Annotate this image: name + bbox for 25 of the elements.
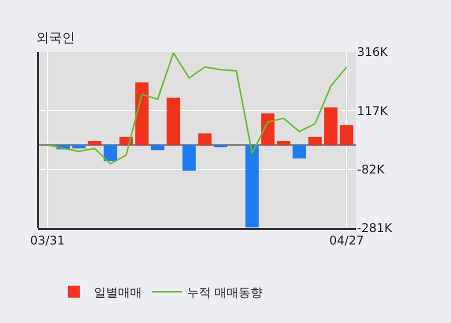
legend-label: 일별매매 [94,285,142,300]
bar [182,145,196,171]
bar [135,82,149,146]
y-tick-label: -82K [357,162,386,177]
legend-label: 누적 매매동향 [186,285,263,300]
chart-title: 외국인 [36,30,76,46]
bar [261,113,275,146]
bar [276,141,290,146]
bar [308,136,322,146]
bar [324,107,338,146]
line-series [46,52,348,164]
bar [166,98,180,146]
y-tick-label: 117K [357,104,389,118]
bar [104,145,118,162]
x-tick-label: 03/31 [30,233,65,248]
bar [88,141,102,146]
bar [72,145,86,148]
bar [198,133,212,146]
bar [245,145,259,228]
x-tick-label: 04/27 [329,233,364,248]
y-tick-label: -281K [357,221,394,236]
bar [292,145,306,158]
y-tick-label: 316K [357,45,389,60]
bar [150,145,164,150]
bar [340,125,354,146]
